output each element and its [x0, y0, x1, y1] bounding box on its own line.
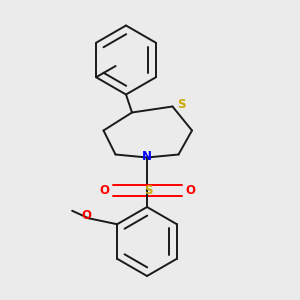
Text: O: O [99, 184, 109, 197]
Text: O: O [81, 209, 91, 222]
Text: S: S [177, 98, 185, 111]
Text: O: O [185, 184, 195, 197]
Text: N: N [142, 150, 152, 163]
Text: S: S [144, 184, 153, 197]
